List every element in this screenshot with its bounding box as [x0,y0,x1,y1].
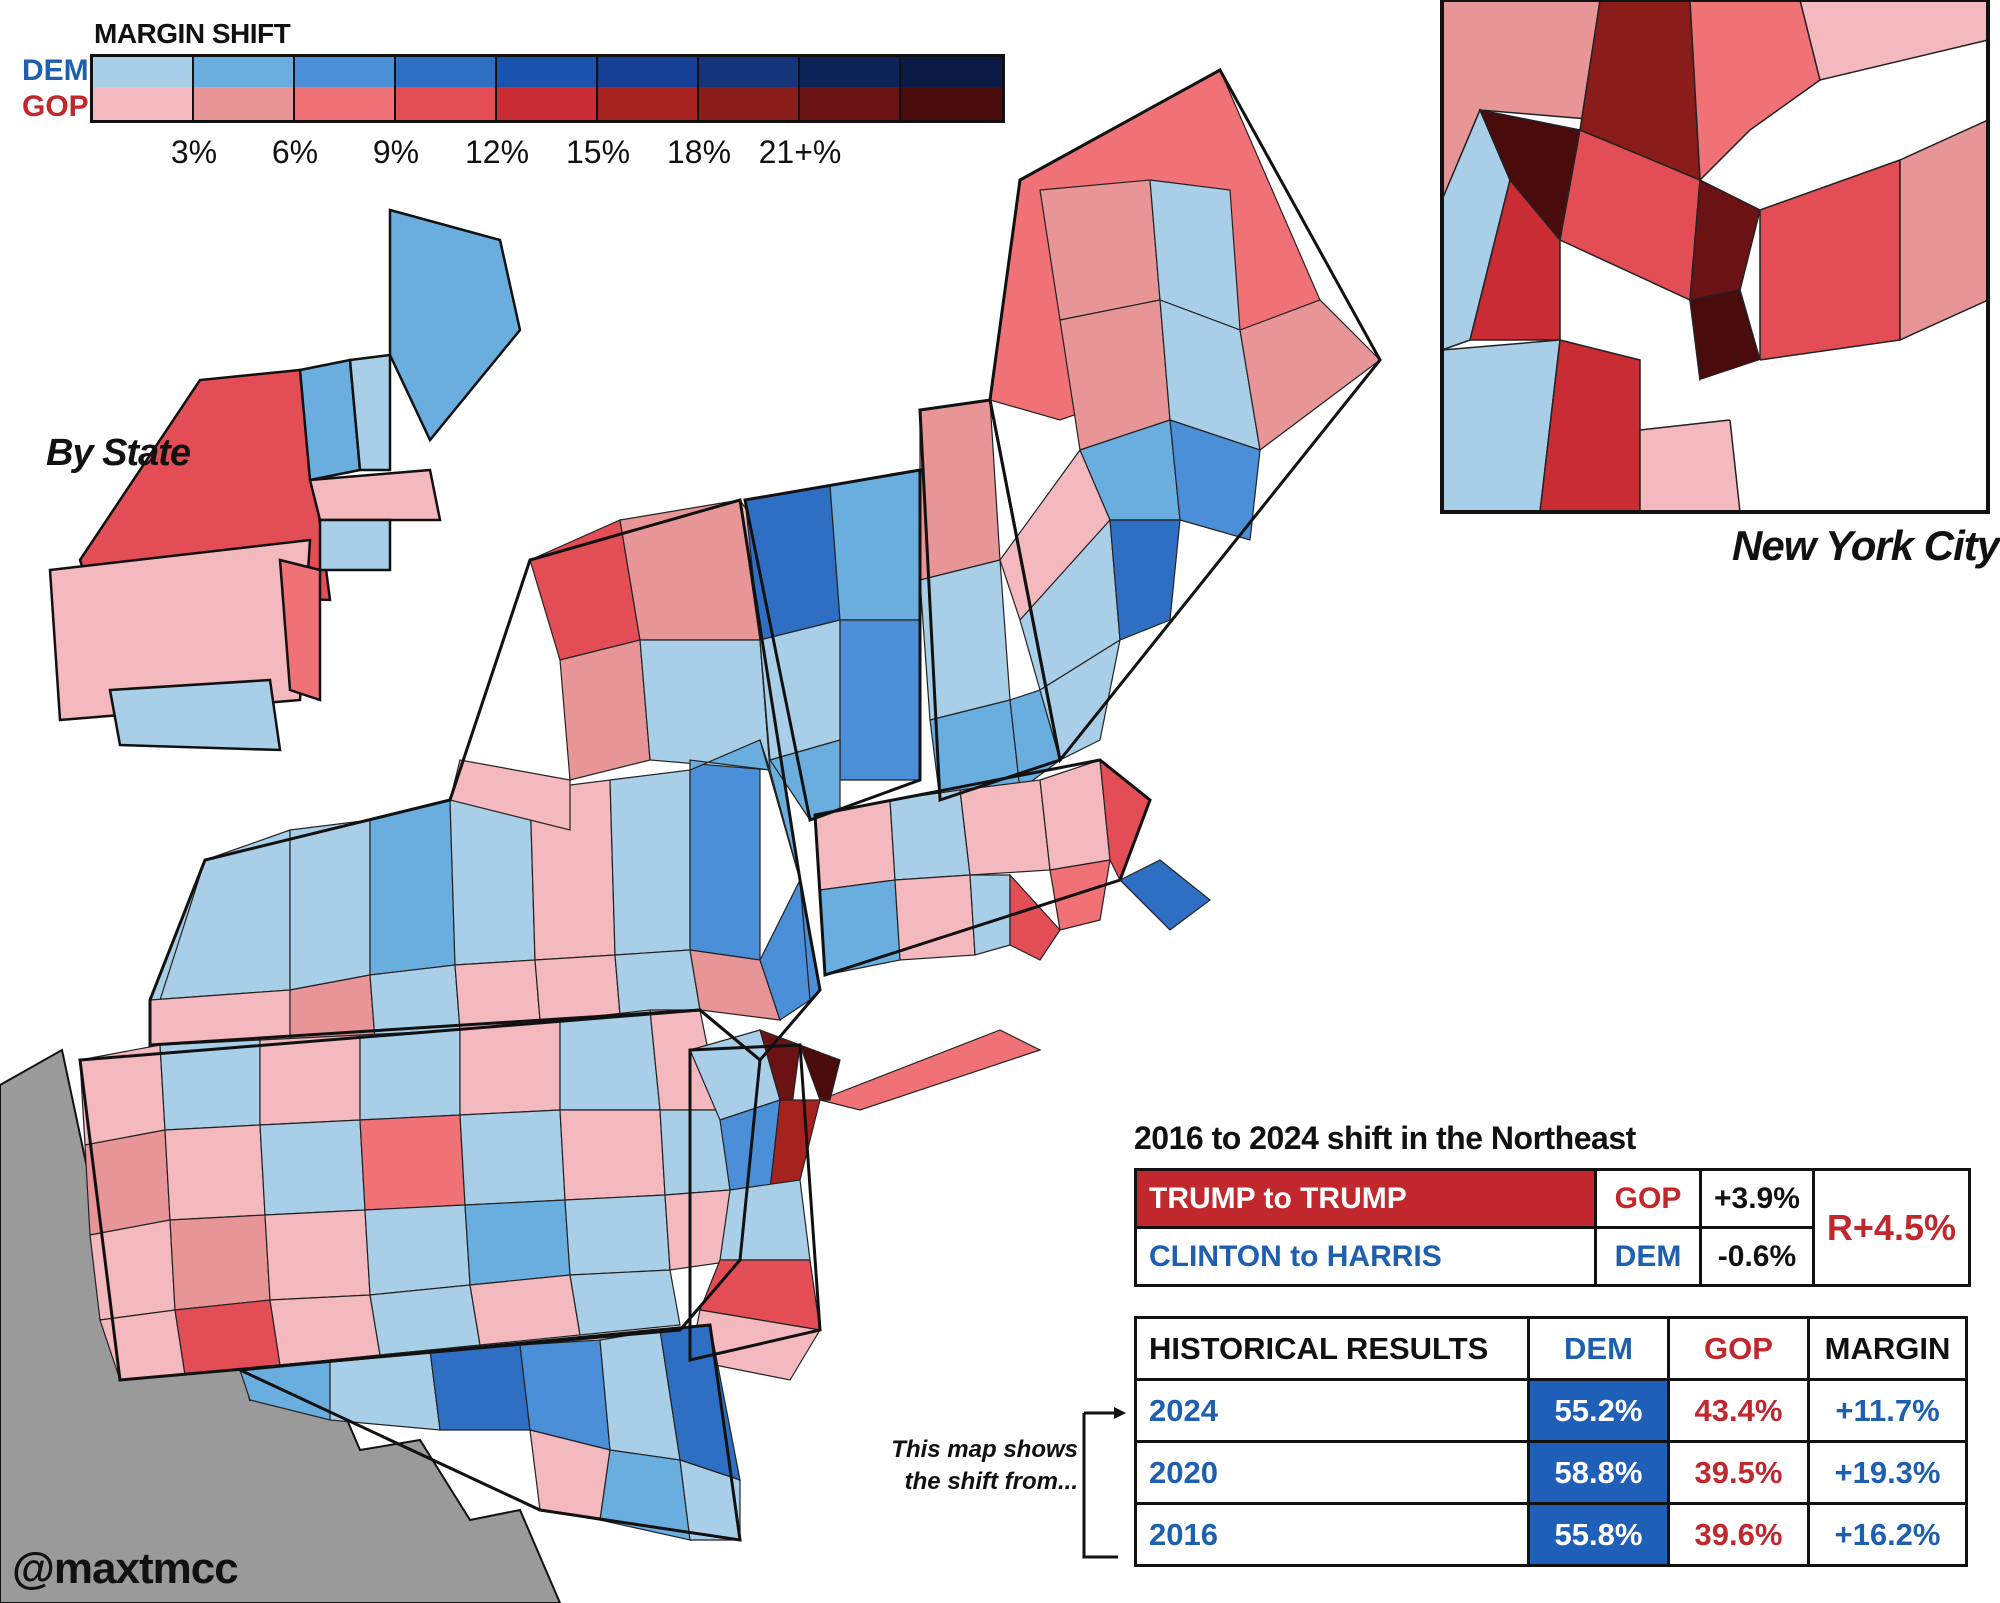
shift-row-party: DEM [1594,1226,1702,1287]
historical-header-dem: DEM [1527,1316,1670,1381]
historical-margin: +19.3% [1807,1440,1968,1505]
historical-margin: +11.7% [1807,1378,1968,1443]
table-row: 2016 55.8% 39.6% +16.2% [1134,1502,1968,1567]
new-york-counties [149,499,821,1051]
shift-row-value: +3.9% [1699,1168,1815,1229]
shift-table: TRUMP to TRUMP GOP +3.9% R+4.5% CLINTON … [1134,1168,1971,1287]
shift-row-label: TRUMP to TRUMP [1134,1168,1597,1229]
legend-dem-swatch [396,57,497,90]
nyc-inset [1440,0,1990,514]
legend-gop-swatch [194,87,295,120]
historical-year: 2020 [1134,1440,1530,1505]
legend-tick: 6% [271,134,319,170]
southern-new-england-counties [814,758,1211,976]
shift-total: R+4.5% [1811,1168,1971,1287]
historical-margin: +16.2% [1807,1502,1968,1567]
by-state-inset [48,208,522,752]
by-state-label: By State [46,432,191,474]
legend-gop-swatch [901,87,1002,120]
historical-gop: 39.5% [1667,1440,1810,1505]
historical-header-label: HISTORICAL RESULTS [1134,1316,1530,1381]
historical-dem: 58.8% [1527,1440,1670,1505]
bracket-arrow-icon [1082,1407,1126,1559]
legend-dem-swatch [497,57,598,90]
shift-row-value: -0.6% [1699,1226,1815,1287]
shift-row-gop: TRUMP to TRUMP GOP +3.9% R+4.5% [1134,1168,1971,1287]
author-credit: @maxtmcc [12,1544,239,1593]
legend-tick: 18% [666,134,732,170]
margin-shift-legend: MARGIN SHIFT DEM GOP 3% 6% 9% 12% 15% 18% 21+% [18,16,1005,170]
legend-gop-swatch [93,87,194,120]
legend-dem-swatch [699,57,800,90]
historical-header-row: HISTORICAL RESULTS DEM GOP MARGIN [1134,1316,1968,1381]
northern-new-england-counties [744,69,1381,821]
shift-title: 2016 to 2024 shift in the Northeast [1134,1120,1636,1156]
legend-dem-swatch [800,57,901,90]
historical-header-margin: MARGIN [1807,1316,1968,1381]
legend-gop-swatches [90,87,1005,123]
legend-dem-label: DEM [22,54,89,87]
legend-gop-swatch [598,87,699,120]
historical-dem: 55.2% [1527,1378,1670,1443]
historical-year: 2016 [1134,1502,1530,1567]
historical-gop: 39.6% [1667,1502,1810,1567]
nyc-inset-label: New York City [1732,522,2000,569]
historical-year: 2024 [1134,1378,1530,1443]
legend-dem-swatches [90,54,1005,93]
legend-tick: 15% [565,134,631,170]
historical-gop: 43.4% [1667,1378,1810,1443]
historical-header-gop: GOP [1667,1316,1810,1381]
legend-tick: 9% [372,134,420,170]
legend-gop-swatch [497,87,598,120]
shift-row-label: CLINTON to HARRIS [1134,1226,1597,1287]
legend-gop-label: GOP [22,90,89,123]
state-borders [78,67,1382,1542]
legend-dem-swatch [295,57,396,90]
legend-ticks: 3% 6% 9% 12% 15% 18% 21+% [90,134,900,174]
shift-row-dem: CLINTON to HARRIS DEM -0.6% [1134,1226,1970,1287]
shift-row-party: GOP [1594,1168,1702,1229]
mid-atlantic-counties [689,1029,1042,1381]
pennsylvania-counties [79,1009,761,1381]
legend-dem-swatch [901,57,1002,90]
legend-title: MARGIN SHIFT [94,18,291,49]
legend-gop-swatch [295,87,396,120]
map-note: This map shows the shift from... [891,1436,1078,1495]
legend-gop-swatch [800,87,901,120]
legend-tick: 21+% [758,134,842,170]
legend-gop-swatch [699,87,800,120]
legend-tick: 3% [170,134,218,170]
table-row: 2020 58.8% 39.5% +19.3% [1134,1440,1968,1505]
legend-dem-swatch [93,57,194,90]
legend-dem-swatch [194,57,295,90]
historical-results-table: HISTORICAL RESULTS DEM GOP MARGIN 2024 5… [1134,1316,1968,1567]
legend-tick: 12% [464,134,530,170]
table-row: 2024 55.2% 43.4% +11.7% [1134,1378,1968,1443]
legend-dem-swatch [598,57,699,90]
historical-dem: 55.8% [1527,1502,1670,1567]
legend-gop-swatch [396,87,497,120]
